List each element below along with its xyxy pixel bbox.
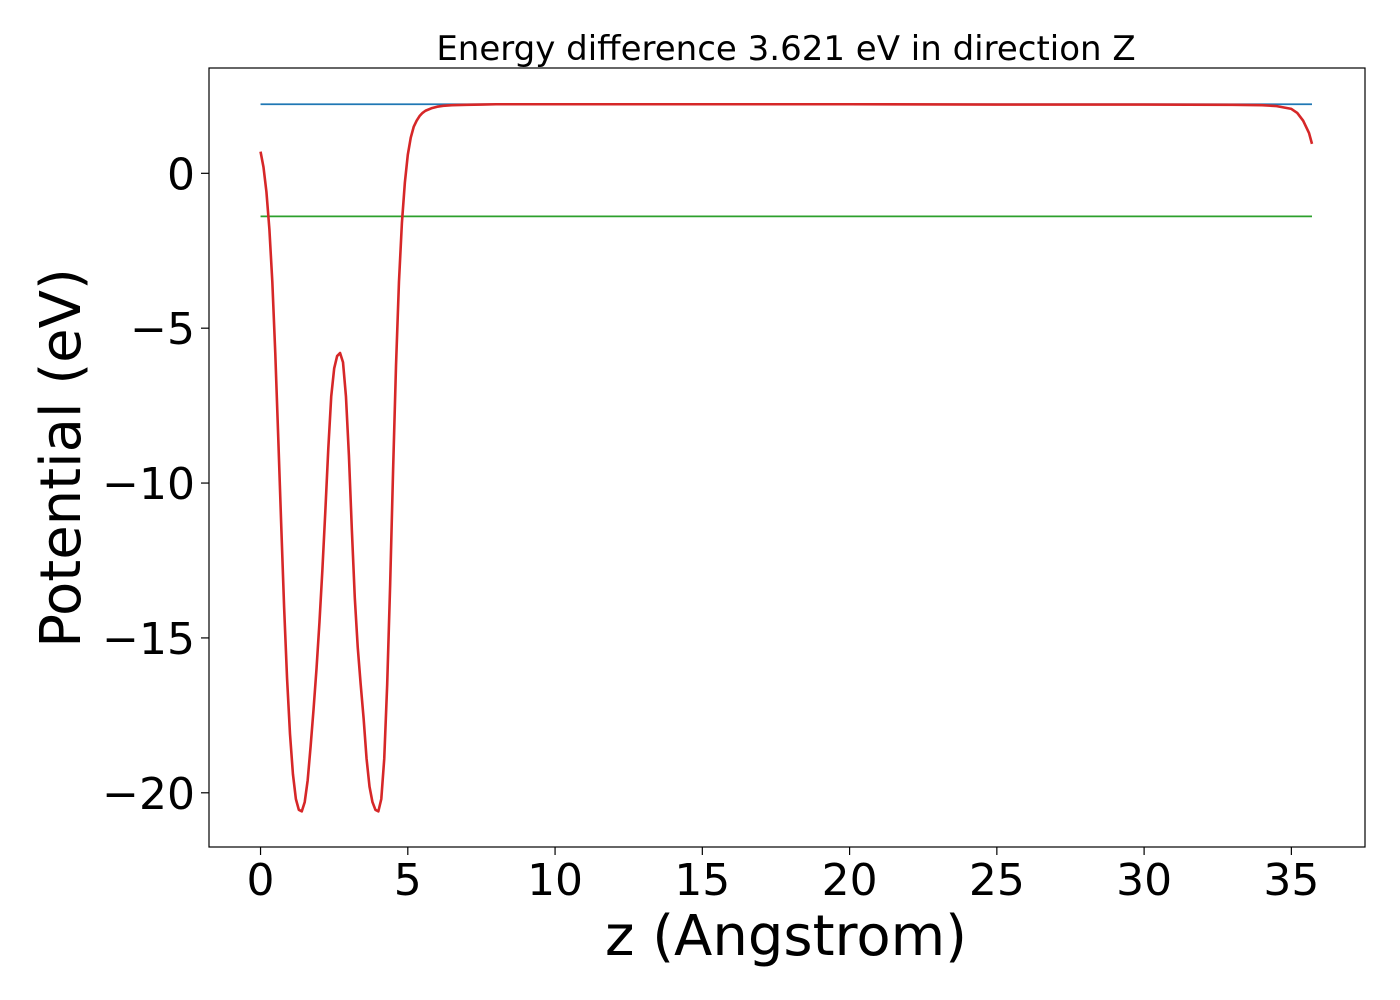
x-axis-label: z (Angstrom) — [605, 904, 967, 969]
x-axis: 0 5 10 15 20 25 30 35 — [247, 847, 1319, 906]
x-tick-label: 0 — [247, 855, 275, 906]
y-axis: 0 −5 −10 −15 −20 — [102, 149, 209, 820]
x-tick-label: 15 — [674, 855, 730, 906]
x-tick-label: 25 — [969, 855, 1025, 906]
y-tick-label: −10 — [102, 459, 195, 510]
potential-series-line — [259, 102, 1314, 813]
x-tick-label: 5 — [394, 855, 422, 906]
y-tick-label: −5 — [130, 304, 195, 355]
axes-frame — [208, 67, 1366, 848]
y-axis-label: Potential (eV) — [29, 268, 94, 648]
y-tick-label: 0 — [167, 149, 195, 200]
plot-area — [259, 102, 1314, 813]
chart-title: Energy difference 3.621 eV in direction … — [436, 29, 1135, 69]
y-tick-label: −20 — [102, 769, 195, 820]
x-tick-label: 20 — [822, 855, 878, 906]
x-tick-label: 30 — [1116, 855, 1172, 906]
x-tick-label: 10 — [527, 855, 583, 906]
x-tick-label: 35 — [1263, 855, 1319, 906]
y-tick-label: −15 — [102, 614, 195, 665]
